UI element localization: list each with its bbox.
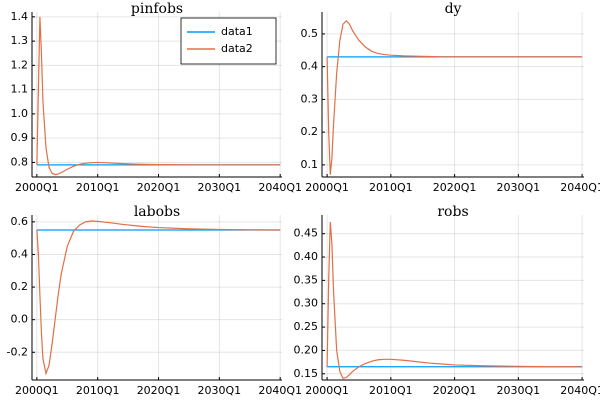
legend-box [180, 17, 277, 65]
x-tick-label: 2010Q1 [76, 384, 120, 397]
y-tick-label: 0.20 [294, 343, 319, 356]
x-tick-label: 2010Q1 [369, 181, 413, 194]
y-tick-label: 0.4 [11, 247, 29, 260]
y-tick-label: 0.4 [301, 60, 319, 73]
chart-title: robs [437, 204, 468, 220]
legend-label: data2 [221, 42, 253, 55]
y-tick-label: 0.30 [294, 297, 319, 310]
x-tick-label: 2040Q1 [258, 384, 302, 397]
y-tick-label: 0.8 [11, 155, 29, 168]
x-tick-label: 2030Q1 [198, 384, 242, 397]
chart-title: labobs [134, 204, 180, 220]
series-line [36, 220, 281, 376]
y-tick-label: 0.5 [301, 27, 319, 40]
series-line [326, 19, 583, 175]
x-tick-label: 2040Q1 [258, 181, 302, 194]
chart-title: dy [445, 1, 462, 17]
x-tick-label: 2020Q1 [433, 181, 477, 194]
x-tick-label: 2010Q1 [369, 384, 413, 397]
y-tick-label: 0.9 [11, 131, 29, 144]
y-tick-label: 0.0 [11, 313, 29, 326]
series-line [36, 16, 281, 176]
x-tick-label: 2040Q1 [560, 384, 600, 397]
x-tick-label: 2000Q1 [305, 384, 349, 397]
x-tick-label: 2030Q1 [198, 181, 242, 194]
x-tick-label: 2040Q1 [560, 181, 600, 194]
y-tick-label: 1.2 [11, 58, 29, 71]
x-tick-label: 2010Q1 [76, 181, 120, 194]
x-tick-label: 2000Q1 [305, 181, 349, 194]
x-tick-label: 2020Q1 [433, 384, 477, 397]
y-tick-label: 0.45 [294, 227, 319, 240]
y-tick-label: -0.2 [7, 345, 28, 358]
y-tick-label: 0.2 [11, 280, 29, 293]
y-tick-label: 1.4 [11, 10, 29, 23]
x-tick-label: 2030Q1 [497, 384, 541, 397]
y-tick-label: 1.0 [11, 107, 29, 120]
y-tick-label: 1.3 [11, 34, 29, 47]
y-tick-label: 0.35 [294, 273, 319, 286]
y-tick-label: 1.1 [11, 83, 29, 96]
y-tick-label: 0.1 [301, 158, 319, 171]
x-tick-label: 2020Q1 [137, 384, 181, 397]
y-tick-label: 0.2 [301, 125, 319, 138]
y-tick-label: 0.25 [294, 320, 319, 333]
legend-label: data1 [221, 25, 253, 38]
x-tick-label: 2020Q1 [137, 181, 181, 194]
y-tick-label: 0.6 [11, 215, 29, 228]
x-tick-label: 2030Q1 [497, 181, 541, 194]
x-tick-label: 2000Q1 [15, 384, 59, 397]
series-line [326, 221, 583, 380]
x-tick-label: 2000Q1 [15, 181, 59, 194]
y-tick-label: 0.3 [301, 92, 319, 105]
chart-title: pinfobs [131, 1, 183, 17]
y-tick-label: 0.15 [294, 367, 319, 380]
y-tick-label: 0.40 [294, 250, 319, 263]
